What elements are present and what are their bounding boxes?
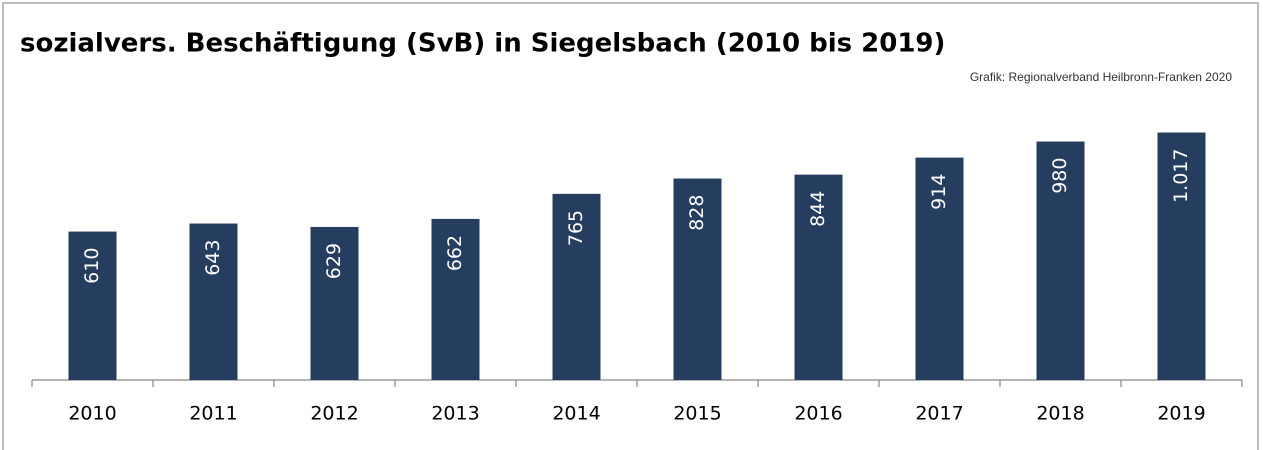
data-label: 643 <box>202 240 224 276</box>
x-tick-label: 2010 <box>68 403 116 425</box>
x-tick-label: 2013 <box>431 403 479 425</box>
bar <box>673 178 722 380</box>
data-label: 828 <box>686 195 708 231</box>
bar <box>1036 141 1085 380</box>
bar <box>1157 132 1206 380</box>
data-label: 765 <box>565 210 587 246</box>
data-label: 610 <box>81 248 103 284</box>
data-label: 914 <box>928 174 950 210</box>
x-tick-label: 2015 <box>673 403 721 425</box>
x-tick-label: 2011 <box>189 403 237 425</box>
data-label: 844 <box>807 191 829 227</box>
data-label: 662 <box>444 235 466 271</box>
data-label: 980 <box>1049 158 1071 194</box>
bar <box>552 193 601 380</box>
bar <box>431 218 480 380</box>
chart-title: sozialvers. Beschäftigung (SvB) in Siege… <box>20 29 945 59</box>
bar <box>68 231 117 380</box>
bar <box>794 174 843 380</box>
bar <box>310 226 359 380</box>
data-label: 1.017 <box>1170 149 1192 203</box>
bar <box>915 157 964 380</box>
x-tick-label: 2012 <box>310 403 358 425</box>
x-tick-label: 2014 <box>552 403 600 425</box>
x-tick-label: 2017 <box>915 403 963 425</box>
bar <box>189 223 238 380</box>
source: Grafik: Regionalverband Heilbronn-Franke… <box>970 70 1232 84</box>
x-tick-label: 2019 <box>1157 403 1205 425</box>
data-label: 629 <box>323 243 345 279</box>
x-tick-label: 2016 <box>794 403 842 425</box>
x-tick-label: 2018 <box>1036 403 1084 425</box>
